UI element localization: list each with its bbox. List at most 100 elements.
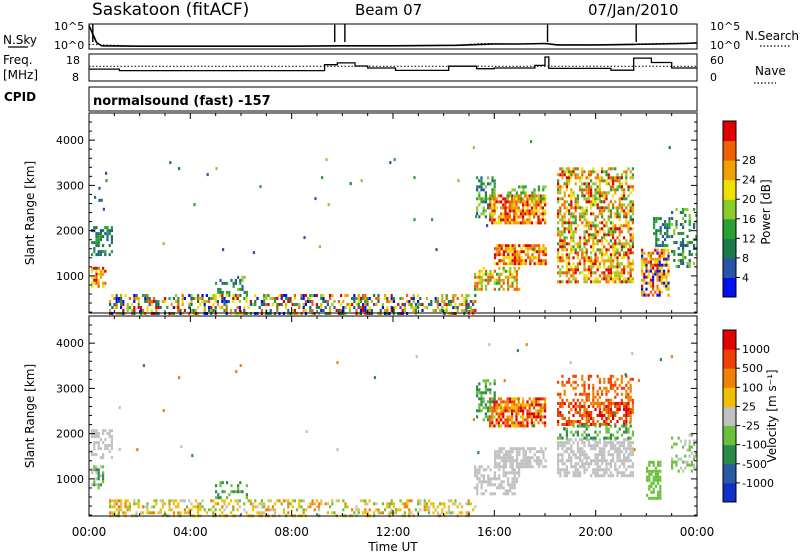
- power-echo-cell: [557, 248, 560, 252]
- power-echo-cell: [623, 170, 626, 174]
- velocity-echo-cell: [614, 436, 617, 440]
- velocity-echo-cell: [603, 405, 606, 408]
- velocity-echo-cell: [616, 468, 619, 472]
- velocity-echo-cell: [535, 400, 538, 404]
- power-echo-cell: [631, 176, 634, 180]
- power-echo-cell: [667, 248, 670, 252]
- power-echo-cell: [612, 203, 615, 207]
- power-echo-cell: [500, 221, 503, 225]
- power-echo-cell: [665, 260, 668, 264]
- velocity-echo-cell: [557, 414, 560, 417]
- power-echo-cell: [616, 185, 619, 189]
- velocity-echo-cell: [392, 511, 395, 515]
- velocity-echo-cell: [155, 502, 158, 506]
- velocity-echo-cell: [623, 474, 626, 478]
- velocity-echo-cell: [190, 502, 193, 506]
- power-echo-cell: [495, 197, 498, 201]
- power-echo-cell: [576, 280, 579, 284]
- power-echo-cell: [609, 221, 612, 225]
- velocity-echo-cell: [590, 374, 593, 378]
- power-echo-cell: [399, 306, 402, 309]
- power-echo-cell: [539, 218, 542, 222]
- power-echo-cell: [357, 297, 360, 300]
- velocity-echo-cell: [104, 429, 107, 433]
- velocity-echo-cell: [559, 459, 562, 463]
- power-echo-cell: [557, 212, 560, 216]
- velocity-echo-cell: [511, 486, 514, 490]
- power-echo-cell: [522, 212, 525, 216]
- power-echo-cell: [544, 247, 547, 251]
- power-echo-cell: [559, 239, 562, 243]
- velocity-echo-cell: [576, 441, 579, 445]
- velocity-echo-cell: [572, 374, 575, 378]
- power-echo-cell: [509, 262, 512, 266]
- power-echo-cell: [668, 220, 671, 224]
- velocity-echo-cell: [491, 418, 494, 422]
- power-echo-cell: [491, 203, 494, 207]
- velocity-echo-cell: [353, 511, 356, 515]
- power-echo-cell: [655, 232, 658, 236]
- velocity-echo-cell: [612, 441, 615, 445]
- velocity-echo-cell: [675, 454, 678, 458]
- power-echo-cell: [533, 206, 536, 210]
- power-echo-cell: [661, 235, 664, 239]
- velocity-echo-cell: [487, 477, 490, 481]
- power-echo-cell: [111, 306, 114, 309]
- velocity-echo-cell: [559, 474, 562, 478]
- velocity-echo-cell: [524, 453, 527, 457]
- velocity-echo-cell: [485, 489, 488, 493]
- velocity-echo-cell: [594, 462, 597, 466]
- power-echo-cell: [563, 182, 566, 186]
- velocity-echo-cell: [538, 462, 541, 466]
- power-echo-cell: [668, 217, 671, 221]
- velocity-echo-cell: [659, 475, 662, 479]
- velocity-echo-cell: [493, 379, 496, 383]
- velocity-echo-cell: [607, 414, 610, 417]
- power-echo-cell: [219, 287, 222, 291]
- power-echo-cell: [259, 185, 262, 189]
- velocity-echo-cell: [587, 433, 590, 437]
- velocity-echo-cell: [568, 417, 571, 420]
- velocity-echo-cell: [517, 406, 520, 410]
- power-echo-cell: [353, 297, 356, 300]
- velocity-echo-cell: [476, 468, 479, 472]
- velocity-echo-cell: [113, 505, 116, 509]
- velocity-echo-cell: [522, 465, 525, 469]
- velocity-echo-cell: [609, 408, 612, 411]
- power-echo-cell: [603, 191, 606, 195]
- velocity-echo-cell: [526, 415, 529, 419]
- power-echo-cell: [574, 200, 577, 204]
- power-echo-cell: [511, 275, 514, 279]
- velocity-echo-cell: [122, 511, 125, 515]
- velocity-echo-cell: [524, 403, 527, 407]
- power-echo-cell: [596, 265, 599, 269]
- velocity-echo-cell: [625, 395, 628, 399]
- velocity-echo-cell: [539, 412, 542, 416]
- velocity-echo-cell: [110, 447, 113, 451]
- velocity-echo-cell: [493, 474, 496, 478]
- power-echo-cell: [570, 221, 573, 225]
- power-echo-cell: [623, 203, 626, 207]
- velocity-echo-cell: [142, 364, 145, 368]
- velocity-echo-cell: [684, 460, 687, 464]
- power-echo-cell: [522, 259, 525, 263]
- velocity-echo-cell: [518, 465, 521, 469]
- power-echo-cell: [456, 297, 459, 300]
- power-echo-cell: [414, 306, 417, 309]
- velocity-echo-cell: [623, 408, 626, 411]
- power-echo-cell: [583, 218, 586, 222]
- power-echo-cell: [509, 256, 512, 260]
- velocity-echo-cell: [601, 453, 604, 457]
- velocity-echo-cell: [502, 471, 505, 475]
- velocity-echo-cell: [605, 411, 608, 414]
- velocity-echo-cell: [627, 430, 630, 434]
- power-echo-cell: [581, 206, 584, 210]
- velocity-echo-cell: [333, 511, 336, 515]
- power-echo-cell: [97, 241, 100, 245]
- power-echo-cell: [585, 212, 588, 216]
- velocity-echo-cell: [537, 403, 540, 407]
- velocity-echo-cell: [491, 477, 494, 481]
- power-echo-cell: [528, 221, 531, 225]
- velocity-echo-cell: [496, 456, 499, 460]
- power-echo-cell: [522, 203, 525, 207]
